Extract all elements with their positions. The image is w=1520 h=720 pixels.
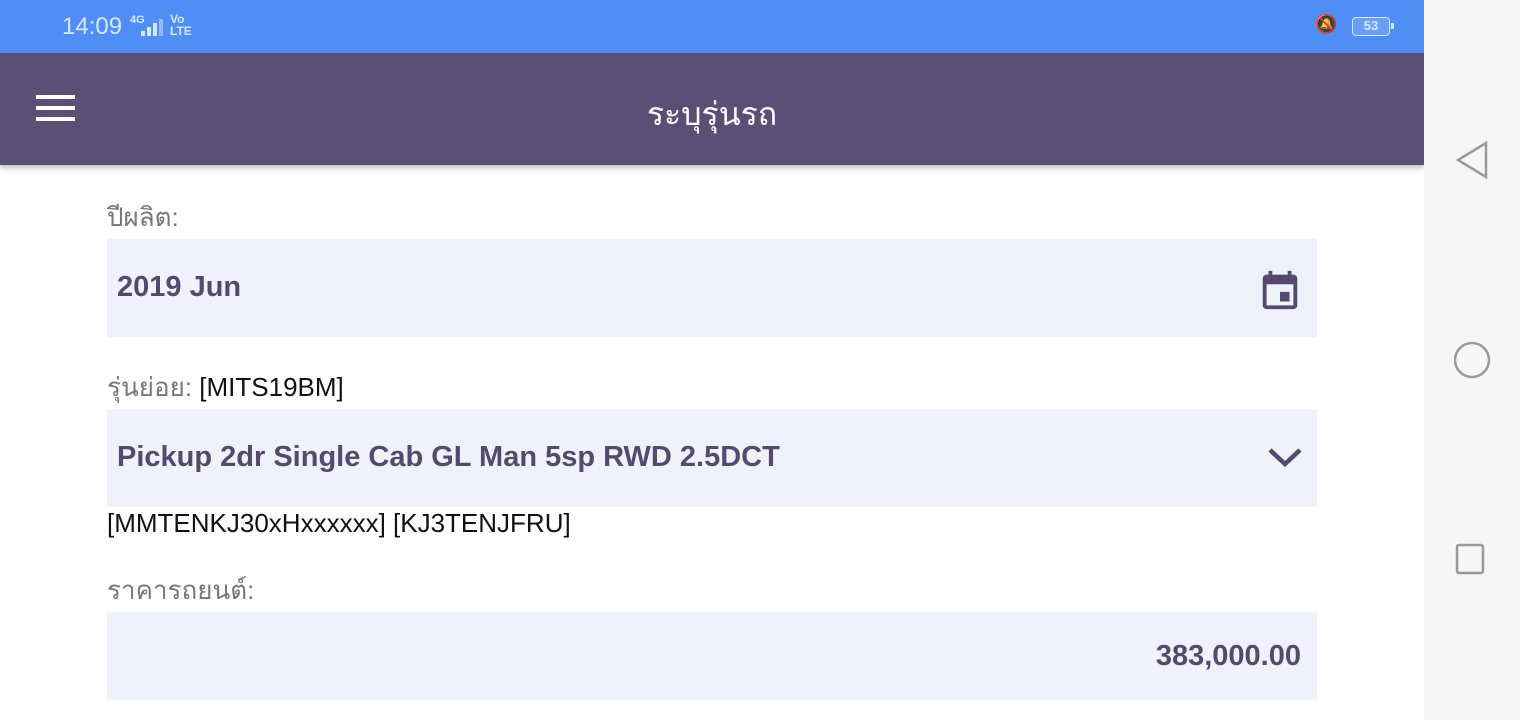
clock: 14:09 — [62, 13, 123, 40]
submodel-label: รุ่นย่อย: — [107, 372, 193, 402]
submodel-value: Pickup 2dr Single Cab GL Man 5sp RWD 2.5… — [117, 441, 780, 473]
battery-icon: 53 — [1352, 17, 1394, 36]
price-value: 383,000.00 — [1155, 640, 1301, 672]
volte-icon: Vo LTE — [170, 12, 192, 38]
price-field[interactable]: 383,000.00 — [107, 612, 1317, 700]
app-bar: ระบุรุ่นรถ — [0, 53, 1424, 165]
submodel-codes: [MMTENKJ30xHxxxxxx] [KJ3TENJFRU] — [107, 508, 571, 538]
hamburger-menu-icon[interactable] — [36, 95, 75, 121]
signal-icon — [141, 18, 163, 36]
network-type: 4G — [130, 14, 145, 26]
chevron-down-icon[interactable] — [1267, 445, 1303, 469]
calendar-icon[interactable] — [1257, 267, 1303, 313]
recents-icon[interactable] — [1454, 542, 1488, 576]
page-title: ระบุรุ่นรถ — [646, 96, 778, 132]
year-picker[interactable]: 2019 Jun — [107, 239, 1317, 337]
status-bar: 14:09 4G Vo LTE 🔕 53 — [0, 0, 1424, 53]
submodel-code: [MITS19BM] — [199, 372, 344, 402]
home-icon[interactable] — [1454, 340, 1494, 380]
price-label: ราคารถยนต์: — [107, 575, 255, 605]
navigation-bar — [1424, 0, 1520, 720]
back-icon[interactable] — [1454, 140, 1490, 180]
submodel-dropdown[interactable]: Pickup 2dr Single Cab GL Man 5sp RWD 2.5… — [107, 409, 1317, 507]
vibrate-icon: 🔕 — [1315, 14, 1338, 34]
year-value: 2019 Jun — [117, 271, 242, 303]
year-label: ปีผลิต: — [107, 202, 179, 232]
